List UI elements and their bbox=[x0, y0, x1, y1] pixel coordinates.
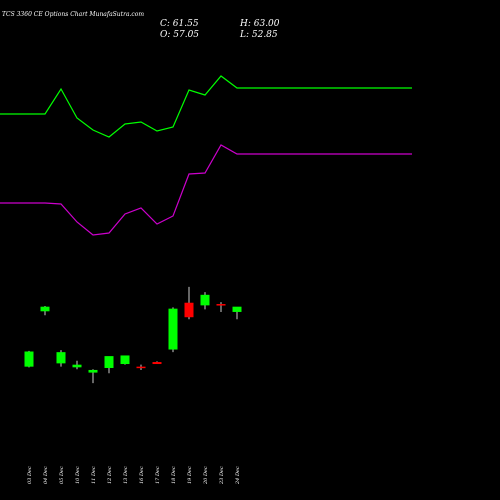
candle-body bbox=[168, 308, 178, 350]
candle-body bbox=[104, 356, 114, 368]
x-tick-label: 13 Dec bbox=[123, 466, 129, 484]
candle-18-dec bbox=[168, 307, 178, 353]
candle-body bbox=[56, 352, 66, 364]
candle-body bbox=[200, 294, 210, 306]
candle-body bbox=[120, 355, 130, 365]
x-tick-label: 04 Dec bbox=[43, 466, 49, 484]
candle-body bbox=[72, 364, 82, 368]
high-readout: H: 63.00 bbox=[239, 19, 280, 29]
candle-20-dec bbox=[200, 292, 210, 310]
upper-band-line bbox=[0, 75, 412, 138]
x-tick-label: 10 Dec bbox=[75, 466, 81, 484]
x-tick-label: 12 Dec bbox=[107, 466, 113, 484]
x-tick-label: 20 Dec bbox=[203, 466, 209, 485]
candle-body bbox=[88, 369, 98, 373]
candle-11-dec bbox=[88, 369, 98, 384]
low-readout: L: 52.85 bbox=[239, 30, 278, 40]
candle-24-dec bbox=[232, 306, 242, 320]
open-readout: O: 57.05 bbox=[160, 30, 199, 40]
candles bbox=[24, 286, 242, 384]
chart-title: TCS 3360 CE Options Chart MunafaSutra.co… bbox=[2, 11, 144, 18]
x-tick-label: 05 Dec bbox=[59, 466, 65, 484]
candle-body bbox=[40, 306, 50, 312]
candle-10-dec bbox=[72, 360, 82, 370]
candle-05-dec bbox=[56, 350, 66, 367]
lower-band-line bbox=[0, 144, 412, 236]
x-tick-label: 24 Dec bbox=[235, 466, 241, 485]
candle-12-dec bbox=[104, 356, 114, 374]
candle-13-dec bbox=[120, 355, 130, 365]
candle-04-dec bbox=[40, 306, 50, 316]
x-tick-label: 11 Dec bbox=[91, 466, 97, 484]
x-axis-ticks: 03 Dec 04 Dec 05 Dec 10 Dec 11 Dec 12 Dec 13 D… bbox=[27, 466, 241, 485]
candle-19-dec bbox=[184, 286, 194, 320]
candle-body bbox=[216, 304, 226, 306]
candle-body bbox=[24, 351, 34, 367]
x-tick-label: 18 Dec bbox=[171, 466, 177, 484]
x-tick-label: 23 Dec bbox=[219, 466, 225, 485]
x-tick-label: 16 Dec bbox=[139, 466, 145, 484]
candle-03-dec bbox=[24, 350, 34, 368]
candle-body bbox=[136, 366, 146, 369]
candle-17-dec bbox=[152, 361, 162, 365]
candle-body bbox=[184, 302, 194, 318]
x-tick-label: 19 Dec bbox=[187, 466, 193, 484]
x-tick-label: 03 Dec bbox=[27, 466, 33, 484]
candle-16-dec bbox=[136, 364, 146, 370]
candle-body bbox=[152, 362, 162, 365]
indicator-lines bbox=[0, 75, 412, 236]
x-tick-label: 17 Dec bbox=[155, 466, 161, 484]
candle-body bbox=[232, 306, 242, 312]
candle-23-dec bbox=[216, 302, 226, 312]
close-readout: C: 61.55 bbox=[160, 19, 199, 29]
